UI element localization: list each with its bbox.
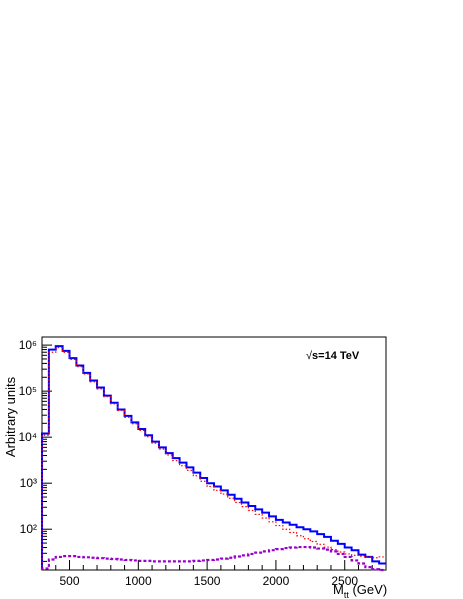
y-tick-label: 10³ (20, 476, 37, 490)
histogram-series (40, 345, 386, 572)
x-tick-label: 2000 (263, 574, 290, 588)
y-axis-title: Arbitrary units (3, 376, 18, 457)
energy-annotation-text: s=14 TeV (312, 350, 360, 362)
x-tick-label: 1500 (194, 574, 221, 588)
series-solid-histogram (41, 345, 386, 570)
sqrt-symbol: √ (306, 350, 313, 362)
y-tick-label: 10⁵ (19, 384, 37, 398)
axis-ticks (41, 344, 387, 570)
y-tick-label: 10⁴ (18, 430, 37, 444)
x-tick-label: 500 (60, 574, 80, 588)
y-tick-label: 10⁶ (19, 338, 37, 352)
x-tick-label: 2500 (331, 574, 358, 588)
energy-annotation: √s=14 TeV (306, 350, 360, 362)
series-dashed-histogram (40, 545, 386, 572)
x-axis-title-subscript: tt (344, 590, 350, 599)
x-axis-title: Mtt (GeV) (333, 582, 387, 599)
y-tick-label: 10² (20, 522, 37, 536)
tick-labels: 500 1000 1500 2000 2500 10² 10³ 10⁴ 10⁵ 10⁶ (18, 338, 358, 588)
series-dotted-histogram (41, 347, 386, 570)
x-tick-label: 1000 (125, 574, 152, 588)
x-axis-title-unit: (GeV) (349, 582, 387, 597)
plot-frame (41, 336, 387, 571)
x-axis-title-main: M (333, 582, 344, 597)
